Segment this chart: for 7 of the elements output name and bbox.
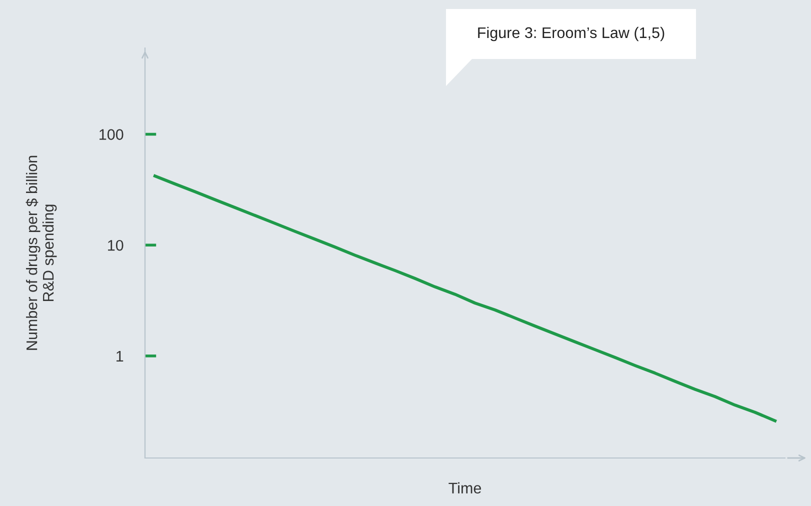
y-tick-label: 100	[100, 129, 124, 140]
chart-title: Figure 3: Eroom’s Law (1,5)	[478, 26, 664, 42]
line-series	[153, 174, 777, 422]
y-tick-label: 1	[116, 350, 124, 362]
x-axis-title: Time	[448, 482, 482, 494]
y-axis-title: Number of drugs per $ billion R&D spending	[26, 156, 57, 350]
y-tick-label: 10	[108, 240, 124, 251]
